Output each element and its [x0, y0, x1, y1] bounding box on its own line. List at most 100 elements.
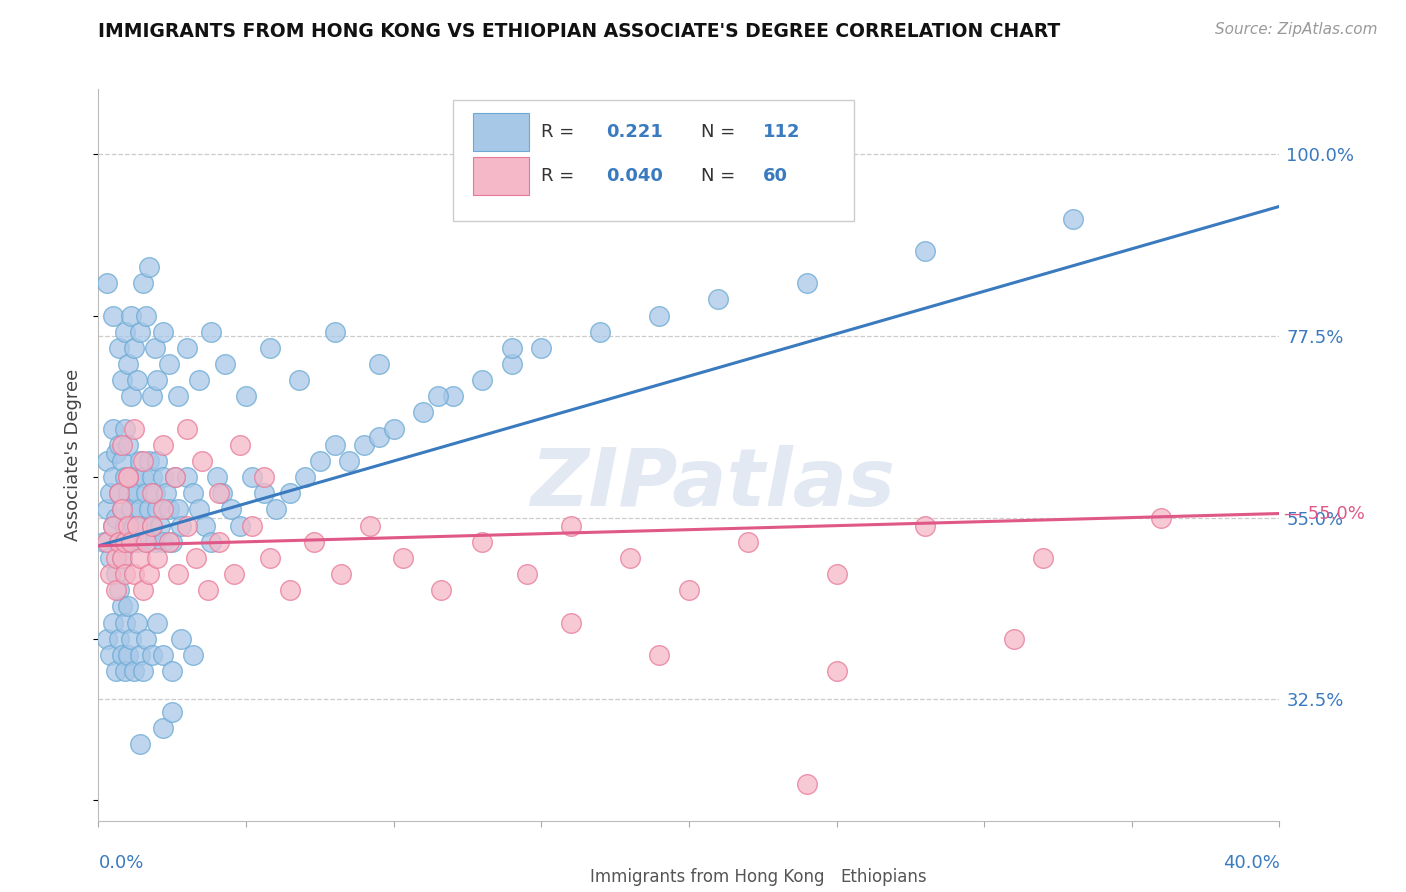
Point: [122, 341, 145, 355]
Point: [796, 777, 818, 791]
Point: [111, 502, 134, 516]
Point: [135, 534, 157, 549]
Point: [132, 276, 155, 290]
Point: [264, 502, 287, 516]
Point: [98, 648, 121, 662]
Point: [176, 518, 198, 533]
Point: [184, 551, 207, 566]
Point: [152, 470, 174, 484]
Point: [146, 454, 169, 468]
Y-axis label: Associate's Degree: Associate's Degree: [65, 368, 83, 541]
Point: [141, 486, 163, 500]
Point: [141, 648, 163, 662]
Point: [125, 373, 148, 387]
Point: [707, 293, 730, 307]
Point: [111, 438, 134, 452]
Point: [162, 705, 183, 719]
Point: [560, 615, 582, 630]
Point: [648, 309, 671, 323]
Point: [382, 422, 405, 436]
Point: [108, 534, 131, 549]
Point: [197, 583, 219, 598]
Point: [128, 551, 150, 566]
Point: [120, 632, 142, 646]
Point: [368, 430, 391, 444]
Text: N =: N =: [700, 122, 741, 141]
Point: [412, 405, 434, 419]
Point: [648, 648, 671, 662]
Point: [120, 309, 142, 323]
Point: [125, 615, 148, 630]
Point: [229, 438, 252, 452]
Text: R =: R =: [541, 122, 581, 141]
Point: [108, 534, 131, 549]
Point: [152, 438, 174, 452]
Point: [96, 276, 118, 290]
Point: [1150, 510, 1173, 524]
Point: [103, 518, 125, 533]
Point: [737, 534, 759, 549]
Point: [187, 373, 209, 387]
Point: [111, 551, 134, 566]
Point: [501, 357, 523, 371]
Point: [117, 438, 139, 452]
Point: [515, 567, 537, 582]
Point: [176, 470, 198, 484]
Point: [98, 567, 121, 582]
Point: [181, 648, 204, 662]
Text: 0.040: 0.040: [606, 167, 664, 185]
Point: [167, 502, 190, 516]
Point: [441, 389, 464, 403]
Point: [132, 470, 155, 484]
Point: [143, 341, 166, 355]
Point: [96, 502, 118, 516]
Point: [111, 373, 134, 387]
Point: [560, 518, 582, 533]
Point: [111, 551, 134, 566]
Point: [1002, 632, 1025, 646]
Point: [278, 486, 302, 500]
Point: [235, 389, 257, 403]
Point: [157, 502, 180, 516]
Point: [427, 389, 450, 403]
Point: [128, 737, 150, 751]
Point: [143, 534, 166, 549]
Point: [117, 486, 139, 500]
Text: ZIPatlas: ZIPatlas: [530, 445, 896, 524]
Point: [294, 470, 316, 484]
Point: [105, 567, 128, 582]
Text: Ethiopians: Ethiopians: [841, 868, 927, 886]
Point: [501, 341, 523, 355]
Point: [135, 486, 157, 500]
Point: [914, 244, 936, 258]
Point: [162, 534, 183, 549]
Point: [162, 664, 183, 678]
Point: [329, 567, 352, 582]
Point: [146, 373, 169, 387]
Point: [114, 470, 136, 484]
Point: [114, 422, 136, 436]
Point: [132, 454, 155, 468]
Point: [152, 502, 174, 516]
Point: [117, 534, 139, 549]
Point: [135, 632, 157, 646]
Point: [122, 567, 145, 582]
Point: [105, 446, 128, 460]
Point: [117, 518, 139, 533]
Point: [122, 422, 145, 436]
Point: [117, 599, 139, 614]
Point: [114, 615, 136, 630]
Point: [135, 534, 157, 549]
Point: [309, 454, 332, 468]
Point: [589, 325, 612, 339]
Point: [122, 518, 145, 533]
Point: [111, 648, 134, 662]
Point: [143, 486, 166, 500]
Point: [96, 534, 118, 549]
Point: [825, 664, 848, 678]
Point: [96, 632, 118, 646]
Point: [132, 664, 155, 678]
Point: [165, 470, 187, 484]
Point: [219, 502, 242, 516]
Point: [359, 518, 381, 533]
